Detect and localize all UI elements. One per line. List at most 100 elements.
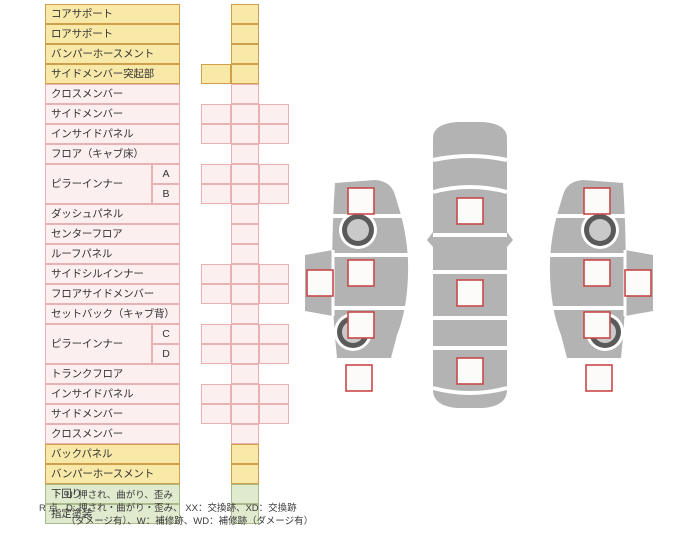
grid-cell[interactable] [201,64,231,84]
damage-marker [456,279,484,307]
damage-marker [624,269,652,297]
grid-cell[interactable] [231,184,259,204]
grid-cell[interactable] [201,404,231,424]
grid-cell[interactable] [201,384,231,404]
legend-text-d: D: 押され・曲がり・歪み、 XX：交換跡、XD：交換跡 [66,503,297,514]
grid-cell[interactable] [231,304,259,324]
grid-cell[interactable] [231,404,259,424]
grid-cell[interactable] [231,44,259,64]
row-label: ピラーインナー [45,164,152,204]
damage-inspection-table: コアサポート ロアサポート バンパーホースメント サイドメンバー突起部 クロスメンバーサ… [45,4,289,524]
row-sub-label: B [152,184,180,204]
row-label: ロアサポート [45,24,180,44]
damage-marker [345,364,373,392]
row-sub-label: A [152,164,180,184]
grid-cell[interactable] [231,104,259,124]
grid-cell[interactable] [259,384,289,404]
table-row: セットバック（キャブ背） [45,304,259,324]
row-label: インサイドパネル [45,384,180,404]
grid-cell[interactable] [231,504,259,524]
row-label: ピラーインナー [45,324,152,364]
row-label: バンパーホースメント [45,464,180,484]
row-label: サイドメンバー [45,404,180,424]
row-label: ルーフパネル [45,244,180,264]
grid-cell[interactable] [259,184,289,204]
table-row: ダッシュパネル [45,204,259,224]
grid-cell[interactable] [231,164,259,184]
grid-cell[interactable] [259,404,289,424]
table-row: クロスメンバー [45,84,259,104]
row-sub-label: C [152,324,180,344]
table-row: バンパーホースメント [45,44,259,64]
table-row: ピラーインナー A B [45,164,289,204]
damage-marker [347,311,375,339]
table-row: バックパネル [45,444,259,464]
table-row: ロアサポート [45,24,259,44]
grid-cell[interactable] [259,344,289,364]
row-label: サイドメンバー突起部 [45,64,180,84]
row-label: コアサポート [45,4,180,24]
damage-marker [583,259,611,287]
grid-cell[interactable] [231,244,259,264]
grid-cell[interactable] [231,424,259,444]
grid-cell[interactable] [231,144,259,164]
damage-marker [583,187,611,215]
table-row: サイドメンバー突起部 [45,64,259,84]
grid-cell[interactable] [231,24,259,44]
grid-cell[interactable] [231,264,259,284]
damage-marker [347,259,375,287]
grid-cell[interactable] [201,104,231,124]
grid-cell[interactable] [231,224,259,244]
grid-cell[interactable] [201,284,231,304]
table-row: インサイドパネル [45,384,289,404]
row-label: クロスメンバー [45,424,180,444]
damage-marker [585,364,613,392]
row-label: バンパーホースメント [45,44,180,64]
grid-cell[interactable] [231,124,259,144]
grid-cell[interactable] [231,4,259,24]
grid-cell[interactable] [201,264,231,284]
legend-text-continuation: （ダメージ有）、W：補修跡、WD：補修跡（ダメージ有） [66,516,314,527]
grid-cell[interactable] [201,164,231,184]
grid-cell[interactable] [201,124,231,144]
table-row: コアサポート [45,4,259,24]
row-label: サイドシルインナー [45,264,180,284]
row-label: インサイドパネル [45,124,180,144]
table-row: 指定塗装 [45,504,259,524]
grid-cell[interactable] [259,124,289,144]
row-label: クロスメンバー [45,84,180,104]
grid-cell[interactable] [231,204,259,224]
damage-marker [347,187,375,215]
grid-cell[interactable] [231,484,259,504]
row-label: サイドメンバー [45,104,180,124]
table-row: フロアサイドメンバー [45,284,289,304]
grid-cell[interactable] [201,344,231,364]
row-label: 下回り [45,484,180,504]
grid-cell[interactable] [231,324,259,344]
table-row: サイドシルインナー [45,264,289,284]
grid-cell[interactable] [231,64,259,84]
row-sub-label: D [152,344,180,364]
grid-cell[interactable] [231,84,259,104]
grid-cell[interactable] [259,324,289,344]
grid-cell[interactable] [231,384,259,404]
grid-cell[interactable] [201,184,231,204]
grid-cell[interactable] [259,104,289,124]
grid-cell[interactable] [231,444,259,464]
grid-cell[interactable] [201,324,231,344]
grid-cell[interactable] [231,464,259,484]
table-row: フロア（キャブ床） [45,144,259,164]
grid-cell[interactable] [231,284,259,304]
grid-cell[interactable] [231,364,259,384]
grid-cell[interactable] [259,284,289,304]
table-row: ルーフパネル [45,244,259,264]
damage-marker [456,357,484,385]
table-row: インサイドパネル [45,124,289,144]
legend-text-u: U: 押され、曲がり、歪み [66,490,173,501]
grid-cell[interactable] [231,344,259,364]
grid-cell[interactable] [259,264,289,284]
table-row: 下回り [45,484,259,504]
legend-row-1: - U: 押され、曲がり、歪み [22,489,362,502]
grid-cell[interactable] [259,164,289,184]
legend: - U: 押され、曲がり、歪み R 点 D: 押され・曲がり・歪み、 XX：交換… [22,489,362,528]
